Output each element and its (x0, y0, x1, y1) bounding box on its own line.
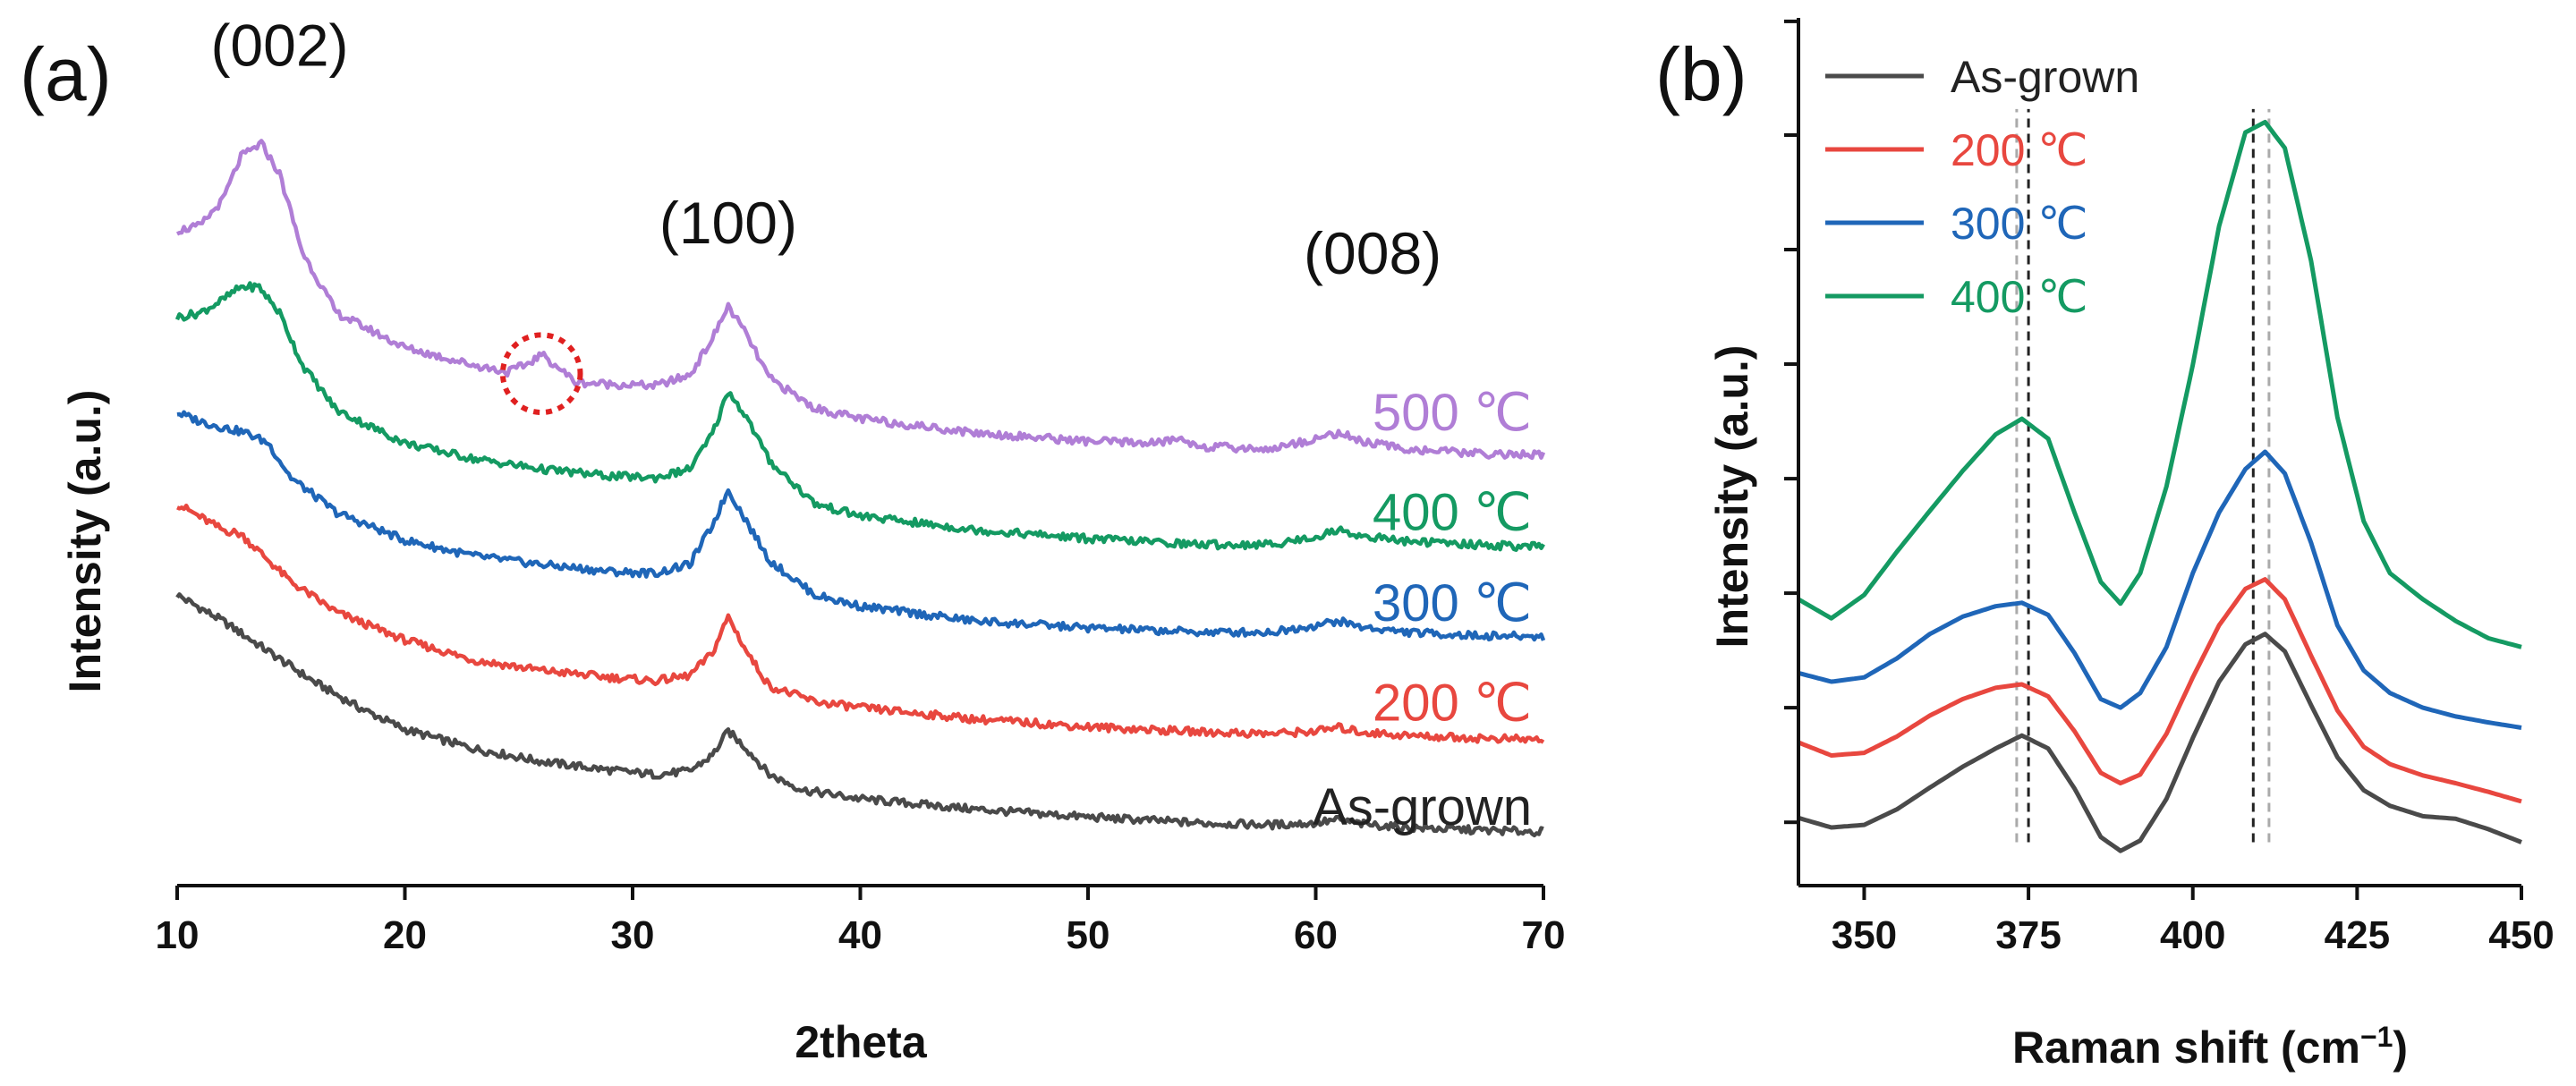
peak-annotation-0: (002) (210, 12, 348, 78)
xrd-x-tick-label-4: 50 (1067, 913, 1110, 957)
xrd-y-axis-title: Intensity (a.u.) (60, 390, 110, 693)
raman-line-series-3 (1797, 119, 2522, 649)
xrd-x-tick-label-3: 40 (838, 913, 882, 957)
raman-x-axis-title-main: Raman shift (cm (2012, 1022, 2360, 1073)
xrd-x-tick-label-2: 30 (611, 913, 655, 957)
raman-x-axis-title-end: ) (2393, 1022, 2408, 1073)
panel-b-label: (b) (1655, 32, 1747, 116)
raman-legend-label-0: As-grown (1951, 52, 2139, 102)
xrd-line-series-0 (175, 592, 1544, 838)
xrd-x-tick-label-6: 70 (1522, 913, 1566, 957)
xrd-series-label-3: 400 ℃ (1373, 483, 1532, 541)
raman-reference-lines (2015, 108, 2271, 843)
raman-series-group (1797, 119, 2522, 853)
raman-x-tick-label-3: 425 (2325, 913, 2390, 957)
xrd-line-series-1 (176, 503, 1545, 744)
raman-x-tick-label-0: 350 (1832, 913, 1897, 957)
raman-x-axis-title: Raman shift (cm−1) (2012, 1021, 2408, 1073)
xrd-series-label-2: 300 ℃ (1373, 574, 1532, 632)
xrd-x-axis-title: 2theta (795, 1017, 927, 1067)
raman-x-tick-label-1: 375 (1995, 913, 2061, 957)
xrd-series-label-1: 200 ℃ (1373, 675, 1532, 733)
raman-x-tick-label-2: 400 (2160, 913, 2225, 957)
raman-line-series-1 (1798, 577, 2522, 804)
xrd-annotations: (002) (100) (008) (210, 12, 1441, 416)
raman-legend-label-2: 300 ℃ (1951, 199, 2087, 249)
xrd-series-label-4: 500 ℃ (1373, 384, 1532, 442)
xrd-panel: (a) As-grown 200 ℃ 300 ℃ 400 ℃ 500 ℃ (002) (1… (20, 12, 1565, 1067)
raman-x-axis-title-sup: −1 (2360, 1021, 2393, 1053)
xrd-x-tick-label-0: 10 (156, 913, 200, 957)
panel-a-label: (a) (20, 32, 112, 116)
xrd-line-series-2 (176, 410, 1546, 642)
raman-axes: 350 375 400 425 450 (1784, 18, 2555, 957)
xrd-line-series-3 (174, 281, 1545, 552)
impurity-peak-circle (499, 332, 583, 416)
xrd-series-group: As-grown 200 ℃ 300 ℃ 400 ℃ 500 ℃ (174, 139, 1546, 838)
xrd-x-tick-label-5: 60 (1294, 913, 1338, 957)
raman-legend-label-3: 400 ℃ (1951, 272, 2087, 322)
raman-line-series-2 (1798, 449, 2522, 730)
raman-y-axis-title: Intensity (a.u.) (1707, 345, 1757, 649)
raman-line-series-0 (1798, 632, 2522, 853)
peak-annotation-2: (008) (1304, 220, 1441, 286)
xrd-x-tick-label-1: 20 (383, 913, 427, 957)
raman-panel: (b) 350 375 400 425 450 As-grown 200 ℃ 300 ℃ 40… (1655, 18, 2555, 1073)
raman-legend-label-1: 200 ℃ (1951, 125, 2087, 175)
raman-x-tick-label-4: 450 (2488, 913, 2554, 957)
xrd-axes: 10 20 30 40 50 60 70 (156, 884, 1566, 957)
raman-legend: As-grown 200 ℃ 300 ℃ 400 ℃ (1825, 52, 2139, 322)
xrd-series-label-0: As-grown (1313, 778, 1532, 836)
xrd-line-series-4 (175, 139, 1546, 461)
peak-annotation-1: (100) (659, 190, 797, 256)
